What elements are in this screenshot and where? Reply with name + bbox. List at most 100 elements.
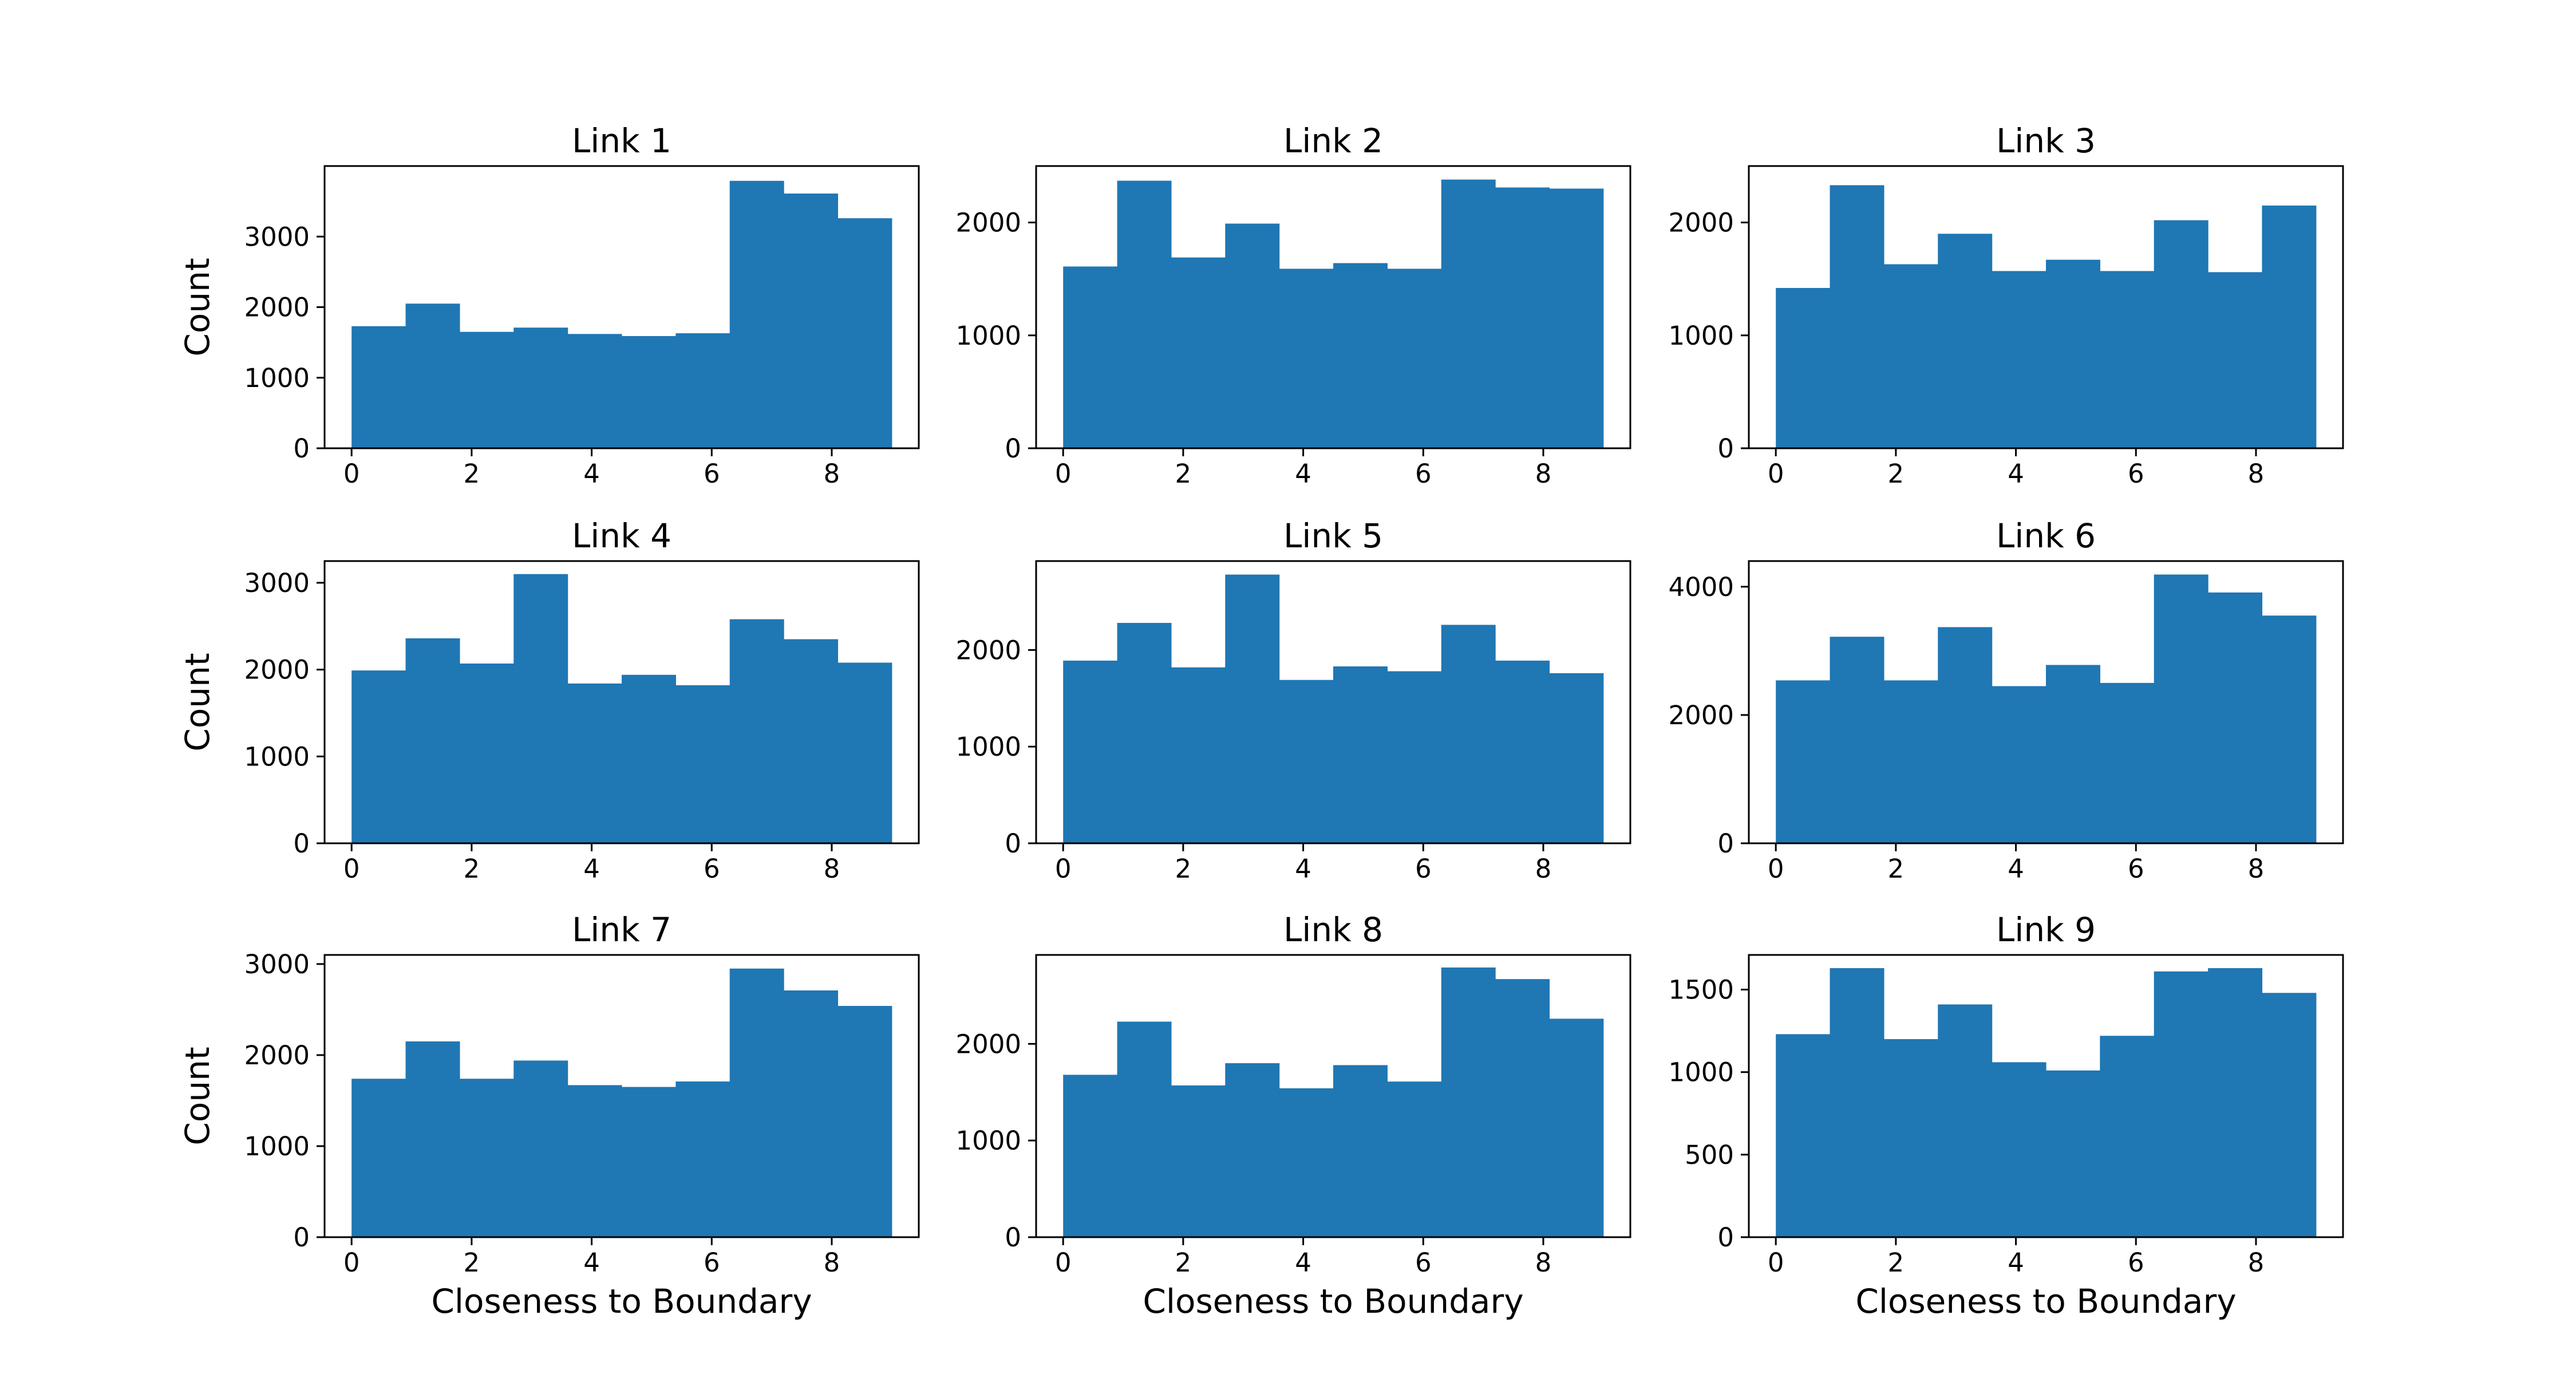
histogram-bar xyxy=(351,1079,406,1237)
x-tick-label: 6 xyxy=(1415,854,1432,884)
x-tick-label: 8 xyxy=(2248,854,2265,884)
axes-frame xyxy=(1035,954,1631,1238)
x-tick-label: 2 xyxy=(464,459,480,489)
histogram-bar xyxy=(513,1060,568,1237)
histogram-bar xyxy=(2208,968,2263,1237)
histogram-bar xyxy=(1387,671,1442,843)
histogram-bar xyxy=(1387,269,1442,448)
axes-frame xyxy=(323,954,920,1238)
histogram-bar xyxy=(1279,269,1334,448)
histogram-bar xyxy=(784,194,839,448)
histogram-bar xyxy=(1225,1063,1280,1237)
histogram-bar xyxy=(2046,259,2100,448)
axes-frame xyxy=(1748,165,2344,449)
histogram-bar xyxy=(1117,1021,1172,1237)
histogram-bar xyxy=(513,327,568,448)
y-tick-label: 0 xyxy=(293,433,310,464)
y-tick-label: 1000 xyxy=(1668,1057,1734,1088)
x-tick-label: 8 xyxy=(1535,459,1552,489)
x-tick-label: 8 xyxy=(2248,1247,2265,1278)
histogram-bar xyxy=(675,333,730,448)
x-tick-label: 8 xyxy=(824,1247,840,1278)
y-tick-label: 1000 xyxy=(244,363,310,393)
y-tick-label: 2000 xyxy=(244,1040,310,1071)
y-tick-label: 1000 xyxy=(244,1131,310,1162)
histogram-bar xyxy=(2208,592,2263,843)
y-axis-label: Count xyxy=(178,1047,217,1145)
y-tick-label: 0 xyxy=(1005,433,1021,464)
x-axis-label: Closeness to Boundary xyxy=(1855,1282,2236,1321)
y-axis-label: Count xyxy=(178,653,217,751)
histogram-bar xyxy=(1992,686,2046,843)
subplot-title: Link 2 xyxy=(1283,121,1383,160)
histogram-bar xyxy=(1830,185,1884,448)
y-tick-label: 4000 xyxy=(1668,572,1734,602)
x-tick-label: 8 xyxy=(1535,1247,1552,1278)
histogram-bar xyxy=(1063,660,1118,843)
subplot-link-4: 0 2 4 6 8 0 1000 2000 3000 Link 4 Count xyxy=(178,516,920,884)
x-tick-label: 2 xyxy=(1175,459,1192,489)
histogram-bar xyxy=(729,180,784,448)
x-tick-label: 4 xyxy=(1295,1247,1311,1278)
x-tick-label: 2 xyxy=(1888,1247,1905,1278)
bars-group xyxy=(351,574,892,843)
y-tick-label: 2000 xyxy=(1668,208,1734,238)
histogram-bar xyxy=(513,574,568,843)
x-tick-label: 4 xyxy=(1295,854,1311,884)
histogram-bar xyxy=(837,1006,892,1237)
histogram-bar xyxy=(1333,666,1388,843)
histogram-bar xyxy=(2262,993,2317,1237)
histogram-bar xyxy=(1387,1081,1442,1237)
x-tick-label: 0 xyxy=(1055,459,1072,489)
x-tick-label: 8 xyxy=(824,459,840,489)
x-tick-label: 0 xyxy=(343,854,360,884)
histogram-bar xyxy=(1117,180,1172,448)
subplot-link-8: 0 2 4 6 8 0 1000 2000 Link 8 Closeness to Boundar… xyxy=(955,910,1631,1321)
y-tick-label: 1000 xyxy=(955,1126,1021,1156)
histogram-bar xyxy=(1063,266,1118,448)
histogram-bar xyxy=(2100,1036,2155,1237)
bars-group xyxy=(1776,185,2317,448)
histogram-bar xyxy=(1225,223,1280,448)
axes-frame xyxy=(1748,954,2344,1238)
histogram-bar xyxy=(405,303,460,448)
x-tick-label: 6 xyxy=(1415,459,1432,489)
subplot-title: Link 8 xyxy=(1283,910,1383,949)
histogram-bar xyxy=(2046,665,2100,843)
x-tick-label: 6 xyxy=(2128,459,2144,489)
histogram-bar xyxy=(837,218,892,448)
histogram-bar xyxy=(622,1087,676,1237)
histogram-bar xyxy=(784,639,839,843)
histogram-bar xyxy=(1776,1034,1831,1237)
y-tick-label: 2000 xyxy=(955,208,1021,238)
histogram-bar xyxy=(784,990,839,1237)
y-tick-label: 2000 xyxy=(244,293,310,323)
histogram-bar xyxy=(837,662,892,843)
x-tick-label: 6 xyxy=(1415,1247,1432,1278)
histogram-bar xyxy=(1333,1065,1388,1237)
histogram-bar xyxy=(1883,264,1938,448)
histogram-bar xyxy=(459,1079,514,1237)
histogram-bar xyxy=(1441,967,1496,1237)
histogram-bar xyxy=(1171,667,1226,843)
histogram-bar xyxy=(1830,637,1884,843)
bars-group xyxy=(351,180,892,448)
x-tick-label: 2 xyxy=(464,854,480,884)
subplot-title: Link 9 xyxy=(1996,910,2096,949)
subplot-link-7: 0 2 4 6 8 0 1000 2000 3000 Link 7 Count Closeness t… xyxy=(178,910,920,1321)
x-tick-label: 2 xyxy=(1888,459,1905,489)
subplot-link-3: 0 2 4 6 8 0 1000 2000 Link 3 xyxy=(1668,121,2344,489)
x-tick-label: 8 xyxy=(1535,854,1552,884)
y-tick-label: 0 xyxy=(1717,828,1734,859)
y-tick-label: 0 xyxy=(1717,433,1734,464)
x-tick-label: 0 xyxy=(343,1247,360,1278)
histogram-bar xyxy=(567,683,622,843)
histogram-bar xyxy=(351,326,406,448)
subplot-link-2: 0 2 4 6 8 0 1000 2000 Link 2 xyxy=(955,121,1631,489)
y-tick-label: 0 xyxy=(293,828,310,859)
subplot-link-1: 0 2 4 6 8 0 1000 2000 3000 Link 1 Count xyxy=(178,121,920,489)
subplot-title: Link 3 xyxy=(1996,121,2096,160)
y-tick-label: 2000 xyxy=(955,635,1021,665)
